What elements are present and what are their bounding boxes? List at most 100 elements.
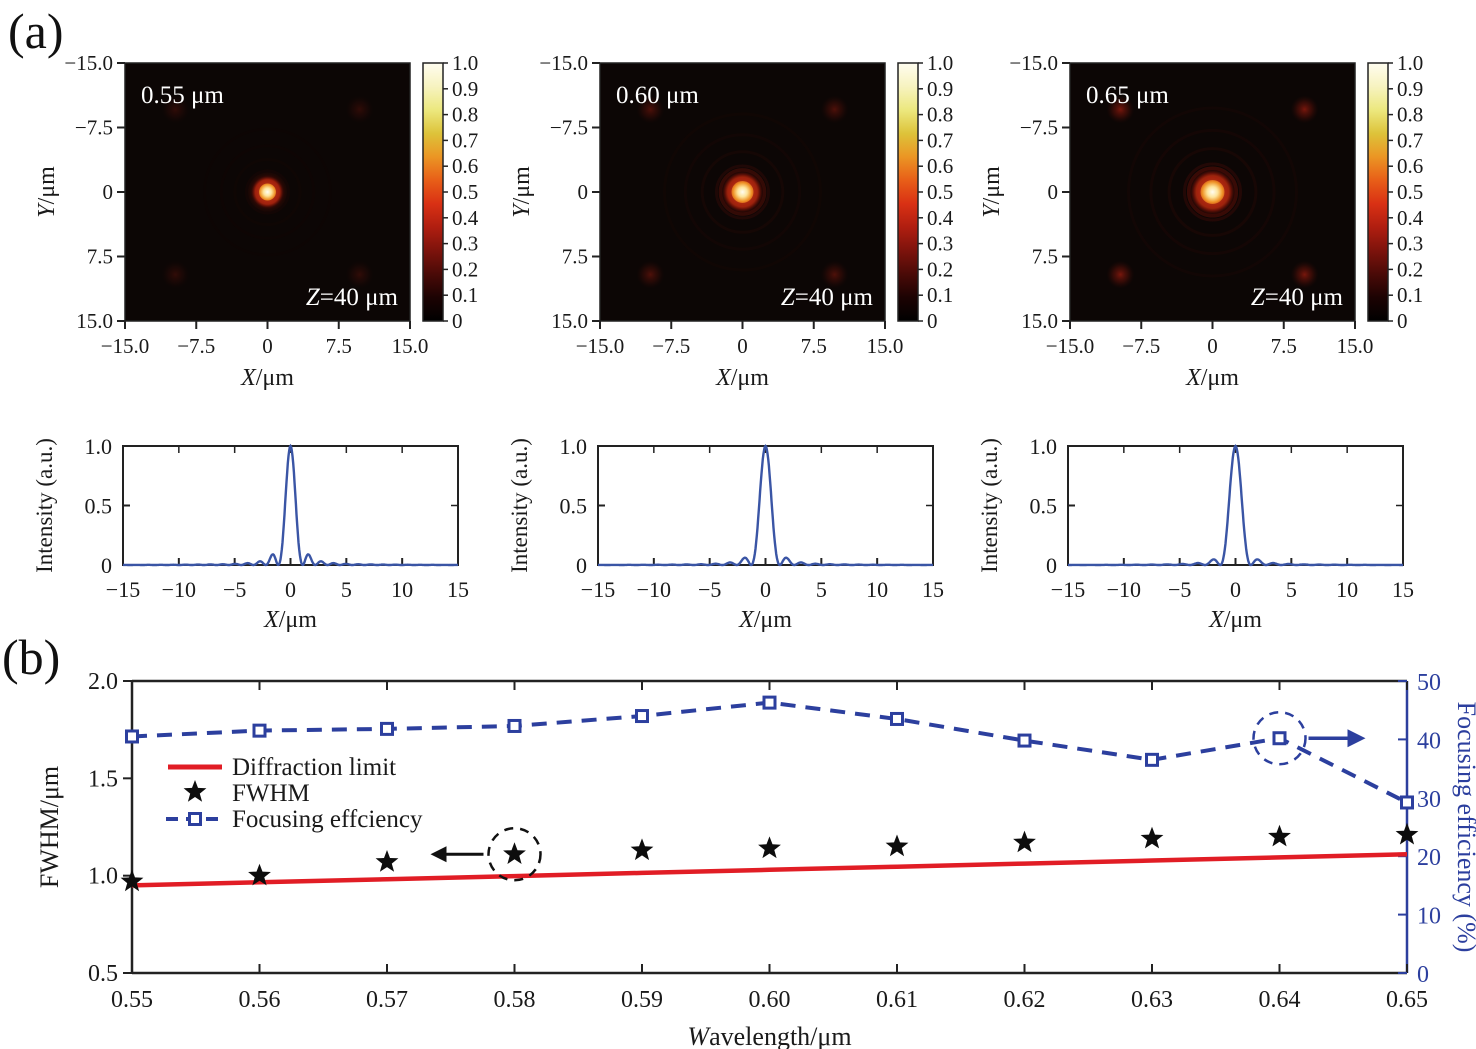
right-tick-label: 10 — [1417, 904, 1441, 930]
y-tick-label: −15.0 — [64, 51, 113, 75]
variable: W — [687, 1022, 711, 1049]
heatmap-055: 0.55 μm Z=40 μm −15.0 −7.5 0 7.5 15.0 Y/μm −15.0… — [34, 51, 479, 391]
variable: X — [1185, 365, 1202, 391]
bottom-tick-label: 0.59 — [621, 987, 663, 1013]
efficiency-square-marker — [252, 723, 267, 738]
y-tick-label: 0 — [103, 180, 114, 204]
colorbar-tick-label: 0.7 — [452, 128, 478, 152]
y-tick-label: 0.5 — [1030, 494, 1058, 519]
fwhm-star-marker — [1140, 826, 1164, 849]
unit: /μm — [731, 365, 770, 391]
unit: /μm — [256, 365, 295, 391]
colorbar-tick-label: 0.8 — [927, 103, 953, 127]
x-tick-label: −10 — [637, 577, 671, 602]
diffraction-ring — [683, 133, 802, 251]
focal-spot — [247, 172, 288, 212]
z-distance-inset-label: Z=40 μm — [1251, 284, 1344, 311]
heatmap-panel-0.65um: 0.65 μm Z=40 μm −15.0 −7.5 0 7.5 15.0 Y/μm −15.0… — [975, 38, 1435, 406]
diffraction-ring — [700, 150, 785, 234]
y-tick-label: −15.0 — [539, 51, 588, 75]
fwhm-efficiency: 2.0 1.5 1.0 0.5 FWHM/μm 0.55 0.56 0.57 0.58 0.59 0… — [35, 669, 1476, 1049]
x-tick-label: −5 — [223, 577, 246, 602]
right-tick-label: 20 — [1417, 845, 1441, 871]
y-tick-label: 1.0 — [85, 434, 113, 459]
y-tick-label: 15.0 — [551, 309, 588, 333]
x-tick-label: −7.5 — [652, 334, 690, 358]
left-tick-label: 0.5 — [88, 961, 118, 987]
colorbar-tick-label: 0.4 — [1397, 206, 1424, 230]
unit: /μm — [34, 166, 60, 205]
diffraction-ring — [1149, 128, 1276, 256]
diffraction-ring — [245, 169, 290, 215]
legend-label-fwhm: FWHM — [232, 780, 310, 807]
corner-lobe — [345, 95, 374, 124]
colorbar-tick-label: 0.8 — [452, 103, 478, 127]
variable: Z — [1251, 284, 1266, 311]
annotation-left — [430, 827, 542, 882]
right-tick-label: 50 — [1417, 670, 1441, 696]
x-tick-label: 5 — [1286, 577, 1297, 602]
y-tick-label: 7.5 — [87, 245, 113, 269]
x-axis-label: X/μm — [1185, 365, 1239, 391]
x-tick-label: 10 — [1336, 577, 1358, 602]
corner-lobe — [636, 95, 665, 124]
x-axis-label: X/μm — [738, 607, 792, 633]
y-tick-label: 0 — [576, 553, 587, 578]
diffraction-ring — [663, 112, 822, 272]
y-tick-label: −15.0 — [1009, 51, 1058, 75]
corner-lobe — [636, 260, 665, 289]
corner-lobe — [1106, 260, 1135, 289]
annotation-arrow-head — [1347, 729, 1366, 748]
colorbar-tick-label: 0.2 — [927, 257, 953, 281]
bottom-tick-label: 0.60 — [749, 987, 791, 1013]
bottom-tick-label: 0.62 — [1004, 987, 1046, 1013]
y-axis-label: Intensity (a.u.) — [32, 438, 57, 573]
left-tick-label: 1.0 — [88, 864, 118, 890]
heatmap-060: 0.60 μm Z=40 μm −15.0 −7.5 0 7.5 15.0 Y/μm −15.0… — [509, 51, 954, 391]
annotation-dashed-circle — [487, 827, 542, 882]
diffraction-ring — [1167, 147, 1258, 237]
x-axis-label: X/μm — [1208, 607, 1262, 633]
x-tick-label: 5 — [341, 577, 352, 602]
wavelength-inset-label: 0.55 μm — [141, 82, 224, 109]
colorbar-tick-label: 1.0 — [927, 51, 953, 75]
bottom-tick-label: 0.64 — [1259, 987, 1301, 1013]
right-tick-label: 0 — [1417, 962, 1429, 988]
colorbar — [897, 62, 919, 322]
colorbar-tick-label: 0.5 — [1397, 180, 1423, 204]
unit: =40 μm — [1265, 284, 1344, 311]
corner-lobe — [345, 260, 374, 289]
y-tick-label: −7.5 — [75, 116, 113, 140]
x-tick-label: −5 — [698, 577, 721, 602]
colorbar-tick-label: 0.6 — [1397, 154, 1423, 178]
colorbar-tick-label: 0.3 — [927, 232, 953, 256]
x-tick-label: −5 — [1168, 577, 1191, 602]
fwhm-star-marker — [120, 869, 144, 892]
x-tick-label: 15.0 — [867, 334, 904, 358]
bottom-tick-label: 0.65 — [1386, 987, 1428, 1013]
x-tick-label: −15 — [581, 577, 615, 602]
first-ring — [1196, 176, 1229, 208]
efficiency-square-marker — [1145, 752, 1159, 767]
y-tick-label: −7.5 — [1020, 116, 1058, 140]
colorbar-tick-label: 1.0 — [452, 51, 478, 75]
y-tick-label: 1.0 — [1030, 434, 1058, 459]
fwhm-star-marker — [758, 836, 781, 859]
x-tick-label: 15 — [447, 577, 469, 602]
annotation-arrow-head — [430, 846, 447, 863]
right-axis-label: Focusing efficiency (%) — [1452, 702, 1476, 953]
colorbar-tick-label: 0.3 — [452, 232, 478, 256]
colorbar-tick-label: 0.4 — [452, 206, 479, 230]
variable: X — [240, 365, 257, 391]
y-tick-label: 0.5 — [85, 494, 113, 519]
x-tick-label: −7.5 — [1122, 334, 1160, 358]
x-tick-label: −15.0 — [1046, 334, 1095, 358]
heatmap-panel-0.55um: 0.55 μm Z=40 μm −15.0 −7.5 0 7.5 15.0 Y/μm −15.0… — [30, 38, 490, 406]
first-ring — [255, 179, 280, 205]
fwhm-star-marker — [248, 863, 271, 886]
legend-square-sample — [188, 812, 202, 826]
wavelength-inset-label: 0.65 μm — [1086, 82, 1169, 109]
x-tick-label: 0 — [262, 334, 273, 358]
intensity-curve — [598, 444, 933, 567]
corner-lobe — [820, 95, 849, 124]
